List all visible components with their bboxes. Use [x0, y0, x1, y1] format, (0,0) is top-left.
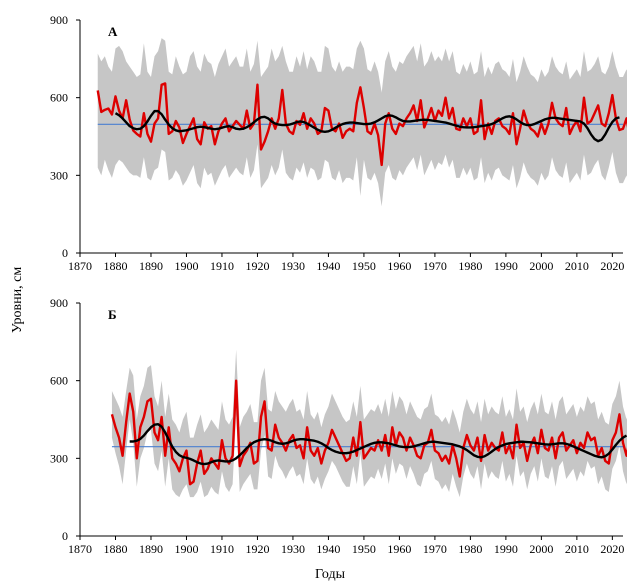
panel-a: 1870 1880 1890 1900 1910 1920 1930 1940 1950 1960…	[50, 13, 627, 273]
x-tick-label-a: 1970	[423, 259, 447, 273]
x-tick-label-b: 1880	[103, 542, 127, 556]
x-tick-label-b: 1930	[281, 542, 305, 556]
x-tick-label-a: 1950	[352, 259, 376, 273]
x-tick-label-a: 1880	[103, 259, 127, 273]
x-tick-label-b: 1980	[458, 542, 482, 556]
x-tick-label-a: 2000	[529, 259, 553, 273]
x-tick-label-a: 1870	[68, 259, 92, 273]
x-tick-label-b: 1960	[387, 542, 411, 556]
smoothed-series-a	[114, 109, 620, 143]
y-axis-title: Уровни, см	[10, 267, 25, 333]
panel-b: 1870 1880 1890 1900 1910 1920 1930 1940 1950 1960…	[50, 296, 627, 556]
y-tick-label-a: 900	[50, 13, 68, 27]
x-tick-label-b: 1870	[68, 542, 92, 556]
y-tick-label-a: 600	[50, 91, 68, 105]
x-axis-title: Годы	[315, 567, 346, 582]
x-tick-label-a: 1890	[139, 259, 163, 273]
x-tick-label-a: 1940	[316, 259, 340, 273]
x-tick-label-b: 1970	[423, 542, 447, 556]
x-tick-label-a: 1980	[458, 259, 482, 273]
x-tick-label-a: 1930	[281, 259, 305, 273]
x-tick-label-a: 1990	[494, 259, 518, 273]
y-tick-label-a: 300	[50, 168, 68, 182]
x-tick-label-b: 1910	[210, 542, 234, 556]
x-tick-label-b: 1920	[245, 542, 269, 556]
smoothed-series-b	[129, 422, 627, 466]
x-tick-label-a: 1910	[210, 259, 234, 273]
x-tick-label-a: 1920	[245, 259, 269, 273]
range-band-a	[97, 38, 627, 207]
annual-series-a	[96, 82, 627, 167]
x-tick-label-b: 2020	[600, 542, 624, 556]
x-tick-label-b: 1950	[352, 542, 376, 556]
x-tick-label-b: 1890	[139, 542, 163, 556]
panel-label-b: Б	[108, 307, 117, 322]
x-tick-label-a: 1960	[387, 259, 411, 273]
annual-series-b	[110, 379, 627, 486]
x-tick-label-a: 2010	[565, 259, 589, 273]
x-tick-label-b: 1990	[494, 542, 518, 556]
y-tick-label-b: 0	[62, 529, 68, 543]
x-tick-label-a: 1900	[174, 259, 198, 273]
x-tick-label-b: 1900	[174, 542, 198, 556]
x-tick-label-b: 1940	[316, 542, 340, 556]
x-tick-label-b: 2000	[529, 542, 553, 556]
y-tick-label-b: 900	[50, 296, 68, 310]
x-tick-label-b: 2010	[565, 542, 589, 556]
y-tick-label-b: 300	[50, 451, 68, 465]
x-tick-label-a: 2020	[600, 259, 624, 273]
y-tick-label-b: 600	[50, 374, 68, 388]
y-tick-label-a: 0	[62, 246, 68, 260]
panel-label-a: А	[108, 24, 118, 39]
